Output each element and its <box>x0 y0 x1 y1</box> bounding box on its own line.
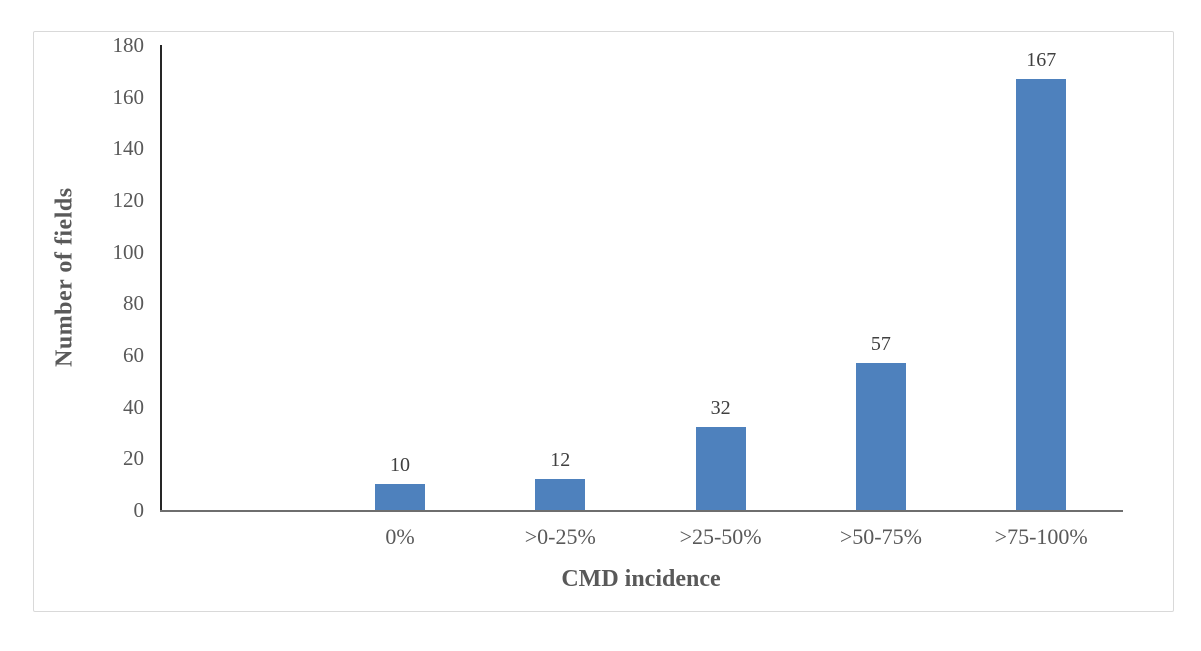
chart-frame: Number of fields 0 20 40 60 80 100 120 140 160 18… <box>33 31 1174 612</box>
y-tick-label: 120 <box>112 188 145 212</box>
y-tick-label: 60 <box>123 343 144 367</box>
bar <box>695 427 746 510</box>
y-tick-label: 180 <box>112 33 145 57</box>
x-axis-title: CMD incidence <box>561 566 721 592</box>
bar <box>855 363 906 510</box>
y-axis-title: Number of fields <box>51 187 78 368</box>
bar-value-label: 32 <box>710 397 731 419</box>
x-axis-line <box>160 510 1123 512</box>
x-tick-label: 0% <box>385 524 415 549</box>
y-axis-line <box>160 45 162 512</box>
x-tick-label: >75-100% <box>994 524 1088 549</box>
x-tick-label: >25-50% <box>679 524 762 549</box>
bar-value-label: 167 <box>1026 49 1057 71</box>
y-tick-label: 20 <box>123 446 144 471</box>
bar <box>535 479 586 510</box>
bar-value-label: 12 <box>550 449 571 471</box>
bar <box>375 484 425 510</box>
y-tick-label: 140 <box>112 136 145 161</box>
bar-value-label: 57 <box>870 333 891 355</box>
x-tick-label: >0-25% <box>524 524 596 549</box>
y-tick-label: 0 <box>133 498 145 522</box>
y-tick-label: 40 <box>123 394 144 419</box>
bar <box>1016 79 1067 510</box>
x-tick-label: >50-75% <box>839 524 922 549</box>
y-tick-label: 160 <box>112 84 145 109</box>
bar-value-label: 10 <box>390 454 410 476</box>
y-tick-label: 100 <box>112 239 145 264</box>
y-tick-label: 80 <box>123 291 144 316</box>
